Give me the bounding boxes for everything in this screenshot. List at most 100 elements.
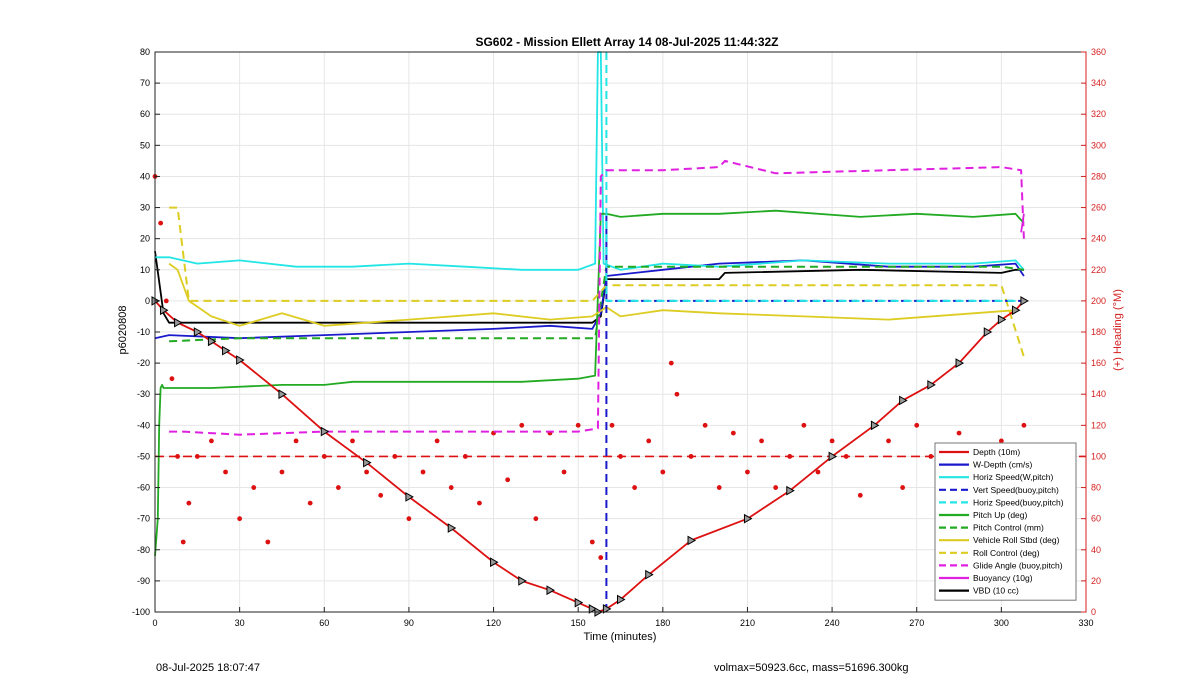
x-tick-label: 240 [825,618,840,628]
series-heading-point [716,485,722,490]
series-heading-point [175,454,180,459]
series-depth-10m-marker [743,513,753,524]
x-tick-label: 0 [152,618,157,628]
y2-tick-label: 180 [1091,327,1106,337]
series-heading-point [998,438,1004,444]
series-depth-10m-marker [278,389,287,400]
y2-tick-label: 80 [1091,483,1101,493]
series-depth-10m-marker [687,535,697,546]
series-depth-10m-marker [588,604,598,614]
y-tick-label: -10 [137,327,150,337]
series-heading-point [598,555,604,560]
legend-label: VBD (10 cc) [973,586,1019,596]
x-tick-label: 330 [1078,618,1093,628]
series-heading-point [186,500,192,506]
series-heading-point [857,492,863,498]
series-depth-10m-marker [955,358,965,368]
series-depth-10m-marker [1011,305,1021,316]
series-depth-10m-marker [828,451,838,462]
series-heading-point [279,469,285,475]
y2-tick-label: 60 [1091,514,1101,524]
y2-axis-label: (+) Heading (°M) [1112,289,1124,371]
series-depth-10m-marker [174,317,183,328]
series-heading-point [406,516,412,522]
series-heading-point [307,500,313,506]
legend-label: Horiz Speed(W,pitch) [973,472,1053,482]
series-depth-10m-marker [983,327,993,337]
series-horiz-speed-w-pitch [155,51,1025,271]
series-heading-point [180,539,186,545]
series-depth-10m-marker [490,557,499,568]
y-tick-label: -40 [137,420,150,430]
series-heading-point [505,477,511,483]
series-heading-point [420,469,426,475]
series-heading-point [829,438,835,444]
y-tick-label: -80 [137,545,150,555]
series-depth-10m-marker [363,457,372,468]
series-depth-10m-marker [786,485,795,496]
series-heading-point [251,485,257,490]
legend-label: Vert Speed(buoy,pitch) [973,485,1059,495]
series-heading-point [956,430,962,436]
series-heading-point [519,422,525,428]
y2-tick-label: 280 [1091,171,1106,181]
y-tick-label: -30 [137,389,150,399]
series-depth-10m-marker [447,523,457,533]
series-heading-point [928,454,934,459]
series-glide-angle-buoy-pitch [169,159,1025,436]
series-depth-10m-marker [1020,296,1029,306]
x-tick-label: 180 [655,618,670,628]
series-depth-10m-marker [207,336,217,347]
x-ticks: 0 30 60 90 120 150 180 210 240 270 300 330 [152,607,1094,628]
y2-tick-label: 160 [1091,358,1106,368]
series-heading-point [392,454,398,459]
series-depth-10m-marker [899,395,908,406]
series-depth-10m-marker [405,492,414,502]
series-vbd-10-cc [154,250,1024,324]
series-heading-point [448,485,454,490]
x-tick-label: 90 [404,618,414,628]
series-heading-point [801,422,807,428]
legend-box [934,442,1077,601]
y-tick-label: 60 [140,109,150,119]
legend-label: Buoyancy (10g) [973,573,1033,583]
series-w-depth-cm-s [154,259,1025,340]
series-heading-point [618,454,623,459]
series-heading-point [462,454,468,459]
series-depth-10m-marker [870,420,880,431]
series-heading-point [759,438,764,444]
series-depth-10m-marker [602,604,612,614]
series-heading-point [668,360,674,366]
series-heading-point [477,500,482,506]
legend-label: Horiz Speed(buoy,pitch) [973,497,1064,507]
series-roll-control-deg [169,206,1025,358]
y2-tick-label: 320 [1091,109,1106,119]
series-heading-point [660,469,666,475]
y-tick-label: 80 [140,47,150,57]
y-tick-label: 40 [140,171,150,181]
series-heading-point [730,430,736,436]
series-heading-point [843,454,849,459]
x-tick-label: 120 [486,618,501,628]
y-tick-label: 10 [140,265,150,275]
series-heading-point [163,298,169,304]
series-heading-point [194,454,200,459]
series-heading-point [237,516,243,522]
series-heading-point [321,454,327,459]
y2-tick-label: 260 [1091,203,1106,213]
y-tick-label: -60 [137,483,150,493]
y-tick-label: 70 [140,78,150,88]
series-heading-point [688,454,694,459]
y-tick-label: 30 [140,203,150,213]
series-heading-point [158,220,164,226]
legend-label: W-Depth (cm/s) [973,460,1033,470]
series-depth-10m-marker [236,355,245,365]
y-ticks: -100-90-80-70-60-50-40-30-20-10010203040… [132,47,160,617]
legend-label: Vehicle Roll Stbd (deg) [973,535,1060,545]
x-axis-label: Time (minutes) [584,631,657,643]
y-tick-label: 50 [140,140,150,150]
chart-title: SG602 - Mission Ellett Array 14 08-Jul-2… [475,35,778,49]
series-heading-point [561,469,567,475]
series-heading-point [364,469,369,475]
